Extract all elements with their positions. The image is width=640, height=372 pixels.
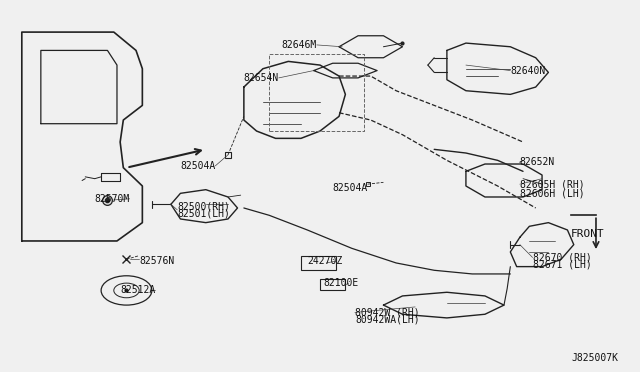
Text: 82640N: 82640N: [510, 65, 545, 76]
Text: 82576N: 82576N: [139, 256, 175, 266]
Text: 82504A: 82504A: [180, 161, 215, 171]
Text: 82646M: 82646M: [282, 40, 317, 50]
Text: 82570M: 82570M: [95, 194, 130, 204]
Bar: [301, 256, 336, 270]
Text: 82605H (RH): 82605H (RH): [520, 179, 584, 189]
Text: 82512A: 82512A: [120, 285, 156, 295]
Text: 82500(RH): 82500(RH): [177, 201, 230, 211]
Text: 82670 (RH): 82670 (RH): [532, 253, 591, 263]
Text: 82100E: 82100E: [323, 278, 358, 288]
Text: 82606H (LH): 82606H (LH): [520, 188, 584, 198]
Text: 82501(LH): 82501(LH): [177, 208, 230, 218]
Text: 82504A: 82504A: [332, 183, 367, 193]
Text: FRONT: FRONT: [571, 229, 604, 238]
Text: 82671 (LH): 82671 (LH): [532, 260, 591, 270]
Text: 82654N: 82654N: [243, 73, 279, 83]
Bar: [320, 279, 346, 291]
Text: 80942W (RH): 80942W (RH): [355, 307, 419, 317]
Text: J825007K: J825007K: [571, 353, 618, 363]
Text: 82652N: 82652N: [520, 157, 555, 167]
Text: 24270Z: 24270Z: [307, 256, 342, 266]
Text: 80942WA(LH): 80942WA(LH): [355, 315, 419, 325]
